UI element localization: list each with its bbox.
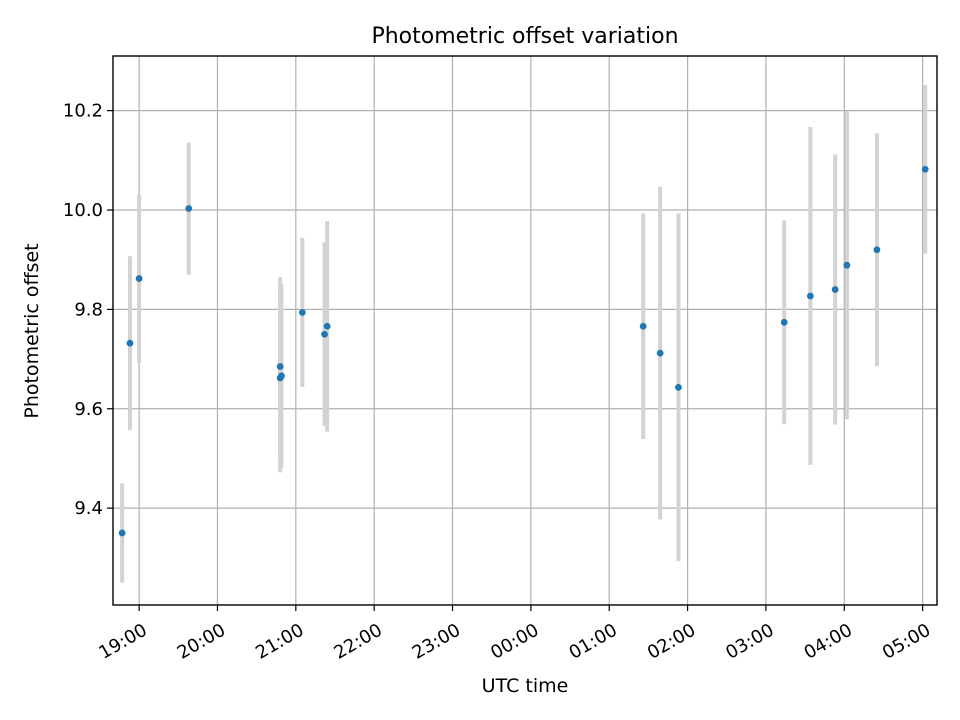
data-point: [675, 383, 682, 391]
data-point: [185, 205, 193, 212]
data-point: [276, 363, 284, 370]
grid: [113, 56, 937, 605]
y-tick-label: 10.2: [63, 101, 103, 122]
y-ticks: 9.4 9.6 9.8 10.0 10.2: [63, 101, 113, 519]
data-point: [639, 322, 647, 330]
data-point: [135, 275, 143, 282]
data-point: [298, 308, 306, 316]
y-tick-label: 10.0: [63, 200, 103, 221]
data-point: [921, 165, 929, 173]
y-tick-label: 9.6: [74, 399, 103, 420]
data-point: [843, 261, 851, 269]
data-point: [126, 339, 134, 347]
data-point: [831, 286, 839, 293]
data-point: [806, 292, 814, 300]
data-point: [323, 322, 331, 330]
y-axis-label: Photometric offset: [21, 243, 43, 418]
data-point: [278, 372, 285, 380]
data-point: [321, 330, 328, 338]
y-tick-label: 9.4: [74, 498, 103, 519]
plot-frame: [112, 55, 938, 606]
data-points: [118, 165, 929, 537]
data-point: [780, 318, 788, 326]
data-point: [656, 349, 664, 357]
data-point: [873, 246, 881, 254]
x-axis-label: UTC time: [482, 675, 569, 697]
data-point: [118, 529, 126, 537]
y-tick-label: 9.8: [74, 299, 103, 320]
chart-title: Photometric offset variation: [371, 24, 678, 49]
